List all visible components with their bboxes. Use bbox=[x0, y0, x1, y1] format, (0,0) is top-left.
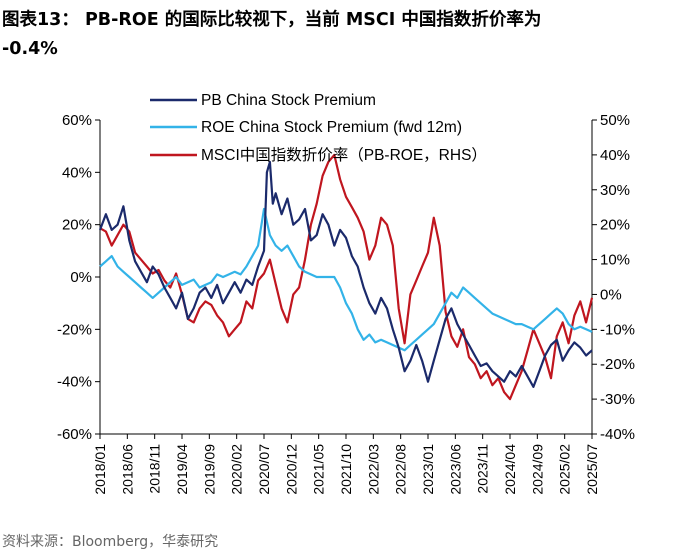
left-tick-label: 0% bbox=[70, 269, 92, 286]
right-tick-label: -10% bbox=[600, 321, 635, 338]
series-layer bbox=[98, 153, 594, 401]
right-tick-label: 10% bbox=[600, 252, 630, 269]
x-tick-label: 2025/07 bbox=[584, 444, 600, 495]
legend: PB China Stock Premium ROE China Stock Pr… bbox=[150, 92, 487, 164]
right-tick-label: 40% bbox=[600, 147, 630, 164]
left-tick-label: 60% bbox=[62, 112, 92, 129]
x-tick-label: 2023/11 bbox=[475, 444, 491, 494]
x-tick-label: 2024/09 bbox=[529, 444, 545, 495]
left-y-axis: 60% 40% 20% 0% -20% -40% -60% bbox=[57, 112, 100, 443]
x-tick-label: 2022/03 bbox=[365, 444, 381, 495]
series-line-3 bbox=[99, 153, 594, 401]
x-tick-label: 2018/11 bbox=[147, 444, 163, 494]
x-tick-label: 2019/04 bbox=[174, 444, 190, 495]
x-tick-label: 2023/01 bbox=[420, 444, 436, 495]
source-note: 资料来源：Bloomberg，华泰研究 bbox=[2, 534, 219, 550]
x-tick-label: 2025/02 bbox=[557, 444, 573, 495]
figure-title: 图表13： PB-ROE 的国际比较视下，当前 MSCI 中国指数折价率为 -0… bbox=[2, 6, 682, 64]
left-tick-label: 20% bbox=[62, 217, 92, 234]
x-tick-label: 2019/09 bbox=[201, 444, 217, 495]
left-tick-label: -40% bbox=[57, 374, 92, 391]
right-tick-label: 30% bbox=[600, 182, 630, 199]
series-line-1 bbox=[98, 160, 593, 388]
legend-label-3: MSCI中国指数折价率（PB-ROE，RHS） bbox=[201, 146, 487, 164]
left-tick-label: -20% bbox=[57, 321, 92, 338]
right-tick-label: 0% bbox=[600, 286, 622, 303]
line-chart: 60% 40% 20% 0% -20% -40% -60% 50% 40% 30% 20% 10% 0… bbox=[57, 92, 635, 495]
series-line-2 bbox=[99, 207, 593, 352]
legend-label-2: ROE China Stock Premium (fwd 12m) bbox=[201, 119, 462, 136]
x-tick-label: 2024/04 bbox=[502, 444, 518, 495]
left-tick-label: 40% bbox=[62, 164, 92, 181]
right-tick-label: 20% bbox=[600, 217, 630, 234]
x-tick-label: 2018/06 bbox=[119, 444, 135, 495]
right-tick-label: -40% bbox=[600, 426, 635, 443]
right-tick-label: -20% bbox=[600, 356, 635, 373]
x-tick-label: 2020/07 bbox=[256, 444, 272, 495]
x-tick-label: 2023/06 bbox=[447, 444, 463, 495]
x-axis: 2018/01 2018/06 2018/11 2019/04 2019/09 2020/… bbox=[92, 434, 600, 495]
right-tick-label: 50% bbox=[600, 112, 630, 129]
right-y-axis: 50% 40% 30% 20% 10% 0% -10% -20% -30% -40% bbox=[592, 112, 635, 443]
x-tick-label: 2021/10 bbox=[338, 444, 354, 495]
figure-title-line-2: -0.4% bbox=[2, 39, 58, 59]
x-tick-label: 2020/02 bbox=[229, 444, 245, 495]
legend-label-1: PB China Stock Premium bbox=[201, 92, 376, 109]
x-tick-label: 2022/08 bbox=[393, 444, 409, 495]
figure-title-line-1: 图表13： PB-ROE 的国际比较视下，当前 MSCI 中国指数折价率为 bbox=[2, 10, 542, 30]
left-tick-label: -60% bbox=[57, 426, 92, 443]
x-tick-label: 2018/01 bbox=[92, 444, 108, 495]
x-tick-label: 2021/05 bbox=[311, 444, 327, 495]
right-tick-label: -30% bbox=[600, 391, 635, 408]
x-tick-label: 2020/12 bbox=[283, 444, 299, 495]
